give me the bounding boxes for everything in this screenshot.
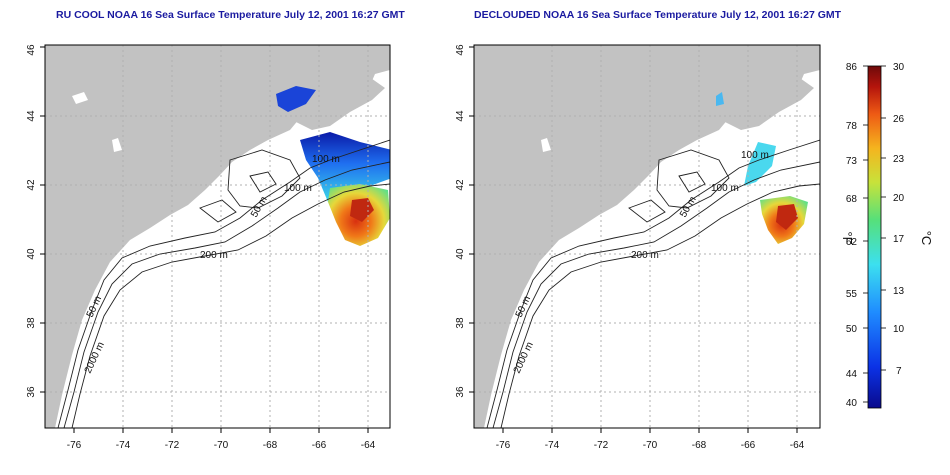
contour-label: 100 m bbox=[312, 154, 340, 165]
y-tick-label: 46 bbox=[26, 44, 37, 56]
c-tick-label: 17 bbox=[893, 234, 905, 245]
x-ticks bbox=[40, 46, 369, 433]
sst-overlay bbox=[276, 86, 390, 246]
c-tick-label: 30 bbox=[893, 62, 905, 73]
y-tick-label: 46 bbox=[455, 44, 466, 56]
c-tick-label: 7 bbox=[896, 366, 902, 377]
f-tick-label: 44 bbox=[846, 369, 858, 380]
y-axis: 36 38 40 42 44 46 bbox=[26, 44, 37, 398]
x-tick-label: -72 bbox=[165, 440, 180, 451]
y-tick-label: 36 bbox=[26, 386, 37, 398]
c-tick-label: 13 bbox=[893, 286, 905, 297]
left-panel-title: RU COOL NOAA 16 Sea Surface Temperature … bbox=[56, 9, 405, 21]
y-tick-label: 38 bbox=[26, 317, 37, 329]
left-map-panel: 100 m 100 m 50 m 200 m 50 m 2000 m -76 -… bbox=[26, 44, 391, 451]
contour-label: 100 m bbox=[711, 183, 739, 194]
f-tick-label: 86 bbox=[846, 62, 858, 73]
graticule bbox=[45, 45, 390, 428]
y-tick-label: 42 bbox=[455, 179, 466, 191]
y-tick-label: 44 bbox=[455, 110, 466, 122]
celsius-ticks: 30 26 23 20 17 13 10 7 bbox=[893, 62, 905, 377]
x-tick-label: -68 bbox=[692, 440, 707, 451]
right-panel-title: DECLOUDED NOAA 16 Sea Surface Temperatur… bbox=[474, 9, 842, 21]
y-tick-label: 44 bbox=[26, 110, 37, 122]
graticule bbox=[474, 45, 820, 428]
contour-label: 200 m bbox=[631, 250, 659, 261]
fahrenheit-unit-label: °F bbox=[840, 231, 855, 244]
c-tick-label: 23 bbox=[893, 154, 905, 165]
sst-overlay bbox=[716, 92, 808, 244]
map-frame bbox=[473, 44, 821, 429]
temperature-colorbar: 86 78 73 68 62 55 50 44 40 30 26 23 20 bbox=[840, 62, 934, 409]
x-tick-label: -76 bbox=[67, 440, 82, 451]
y-axis: 36 38 40 42 44 46 bbox=[455, 44, 466, 398]
celsius-unit-label: °C bbox=[919, 231, 934, 246]
x-tick-label: -64 bbox=[790, 440, 805, 451]
x-tick-label: -76 bbox=[496, 440, 511, 451]
f-tick-label: 78 bbox=[846, 121, 858, 132]
x-tick-label: -74 bbox=[116, 440, 131, 451]
y-tick-label: 40 bbox=[455, 248, 466, 260]
x-ticks bbox=[469, 46, 798, 433]
f-tick-label: 50 bbox=[846, 324, 858, 335]
f-tick-label: 55 bbox=[846, 289, 858, 300]
c-tick-label: 26 bbox=[893, 114, 905, 125]
x-tick-label: -70 bbox=[214, 440, 229, 451]
map-frame bbox=[44, 44, 391, 429]
x-tick-label: -66 bbox=[741, 440, 756, 451]
x-axis: -76 -74 -72 -70 -68 -66 -64 bbox=[496, 440, 805, 451]
x-axis: -76 -74 -72 -70 -68 -66 -64 bbox=[67, 440, 376, 451]
x-tick-label: -64 bbox=[361, 440, 376, 451]
y-tick-label: 42 bbox=[26, 179, 37, 191]
x-tick-label: -72 bbox=[594, 440, 609, 451]
f-tick-label: 68 bbox=[846, 194, 858, 205]
fahrenheit-ticks: 86 78 73 68 62 55 50 44 40 bbox=[846, 62, 858, 409]
y-tick-label: 40 bbox=[26, 248, 37, 260]
bathymetry-contours bbox=[486, 139, 820, 428]
contour-label: 200 m bbox=[200, 250, 228, 261]
contour-label: 100 m bbox=[741, 150, 769, 161]
right-map-panel: 100 m 100 m 50 m 200 m 50 m 2000 m -76 -… bbox=[455, 44, 821, 451]
y-tick-label: 36 bbox=[455, 386, 466, 398]
f-tick-label: 40 bbox=[846, 398, 858, 409]
f-tick-label: 73 bbox=[846, 156, 858, 167]
colorbar-gradient bbox=[867, 65, 882, 409]
colorbar-ticks bbox=[863, 65, 886, 403]
bathymetry-contours bbox=[57, 139, 390, 428]
c-tick-label: 20 bbox=[893, 193, 905, 204]
c-tick-label: 10 bbox=[893, 324, 905, 335]
x-tick-label: -66 bbox=[312, 440, 327, 451]
f-tick-label: 62 bbox=[846, 237, 858, 248]
contour-label: 100 m bbox=[284, 183, 312, 194]
x-tick-label: -74 bbox=[545, 440, 560, 451]
y-tick-label: 38 bbox=[455, 317, 466, 329]
x-tick-label: -70 bbox=[643, 440, 658, 451]
x-tick-label: -68 bbox=[263, 440, 278, 451]
